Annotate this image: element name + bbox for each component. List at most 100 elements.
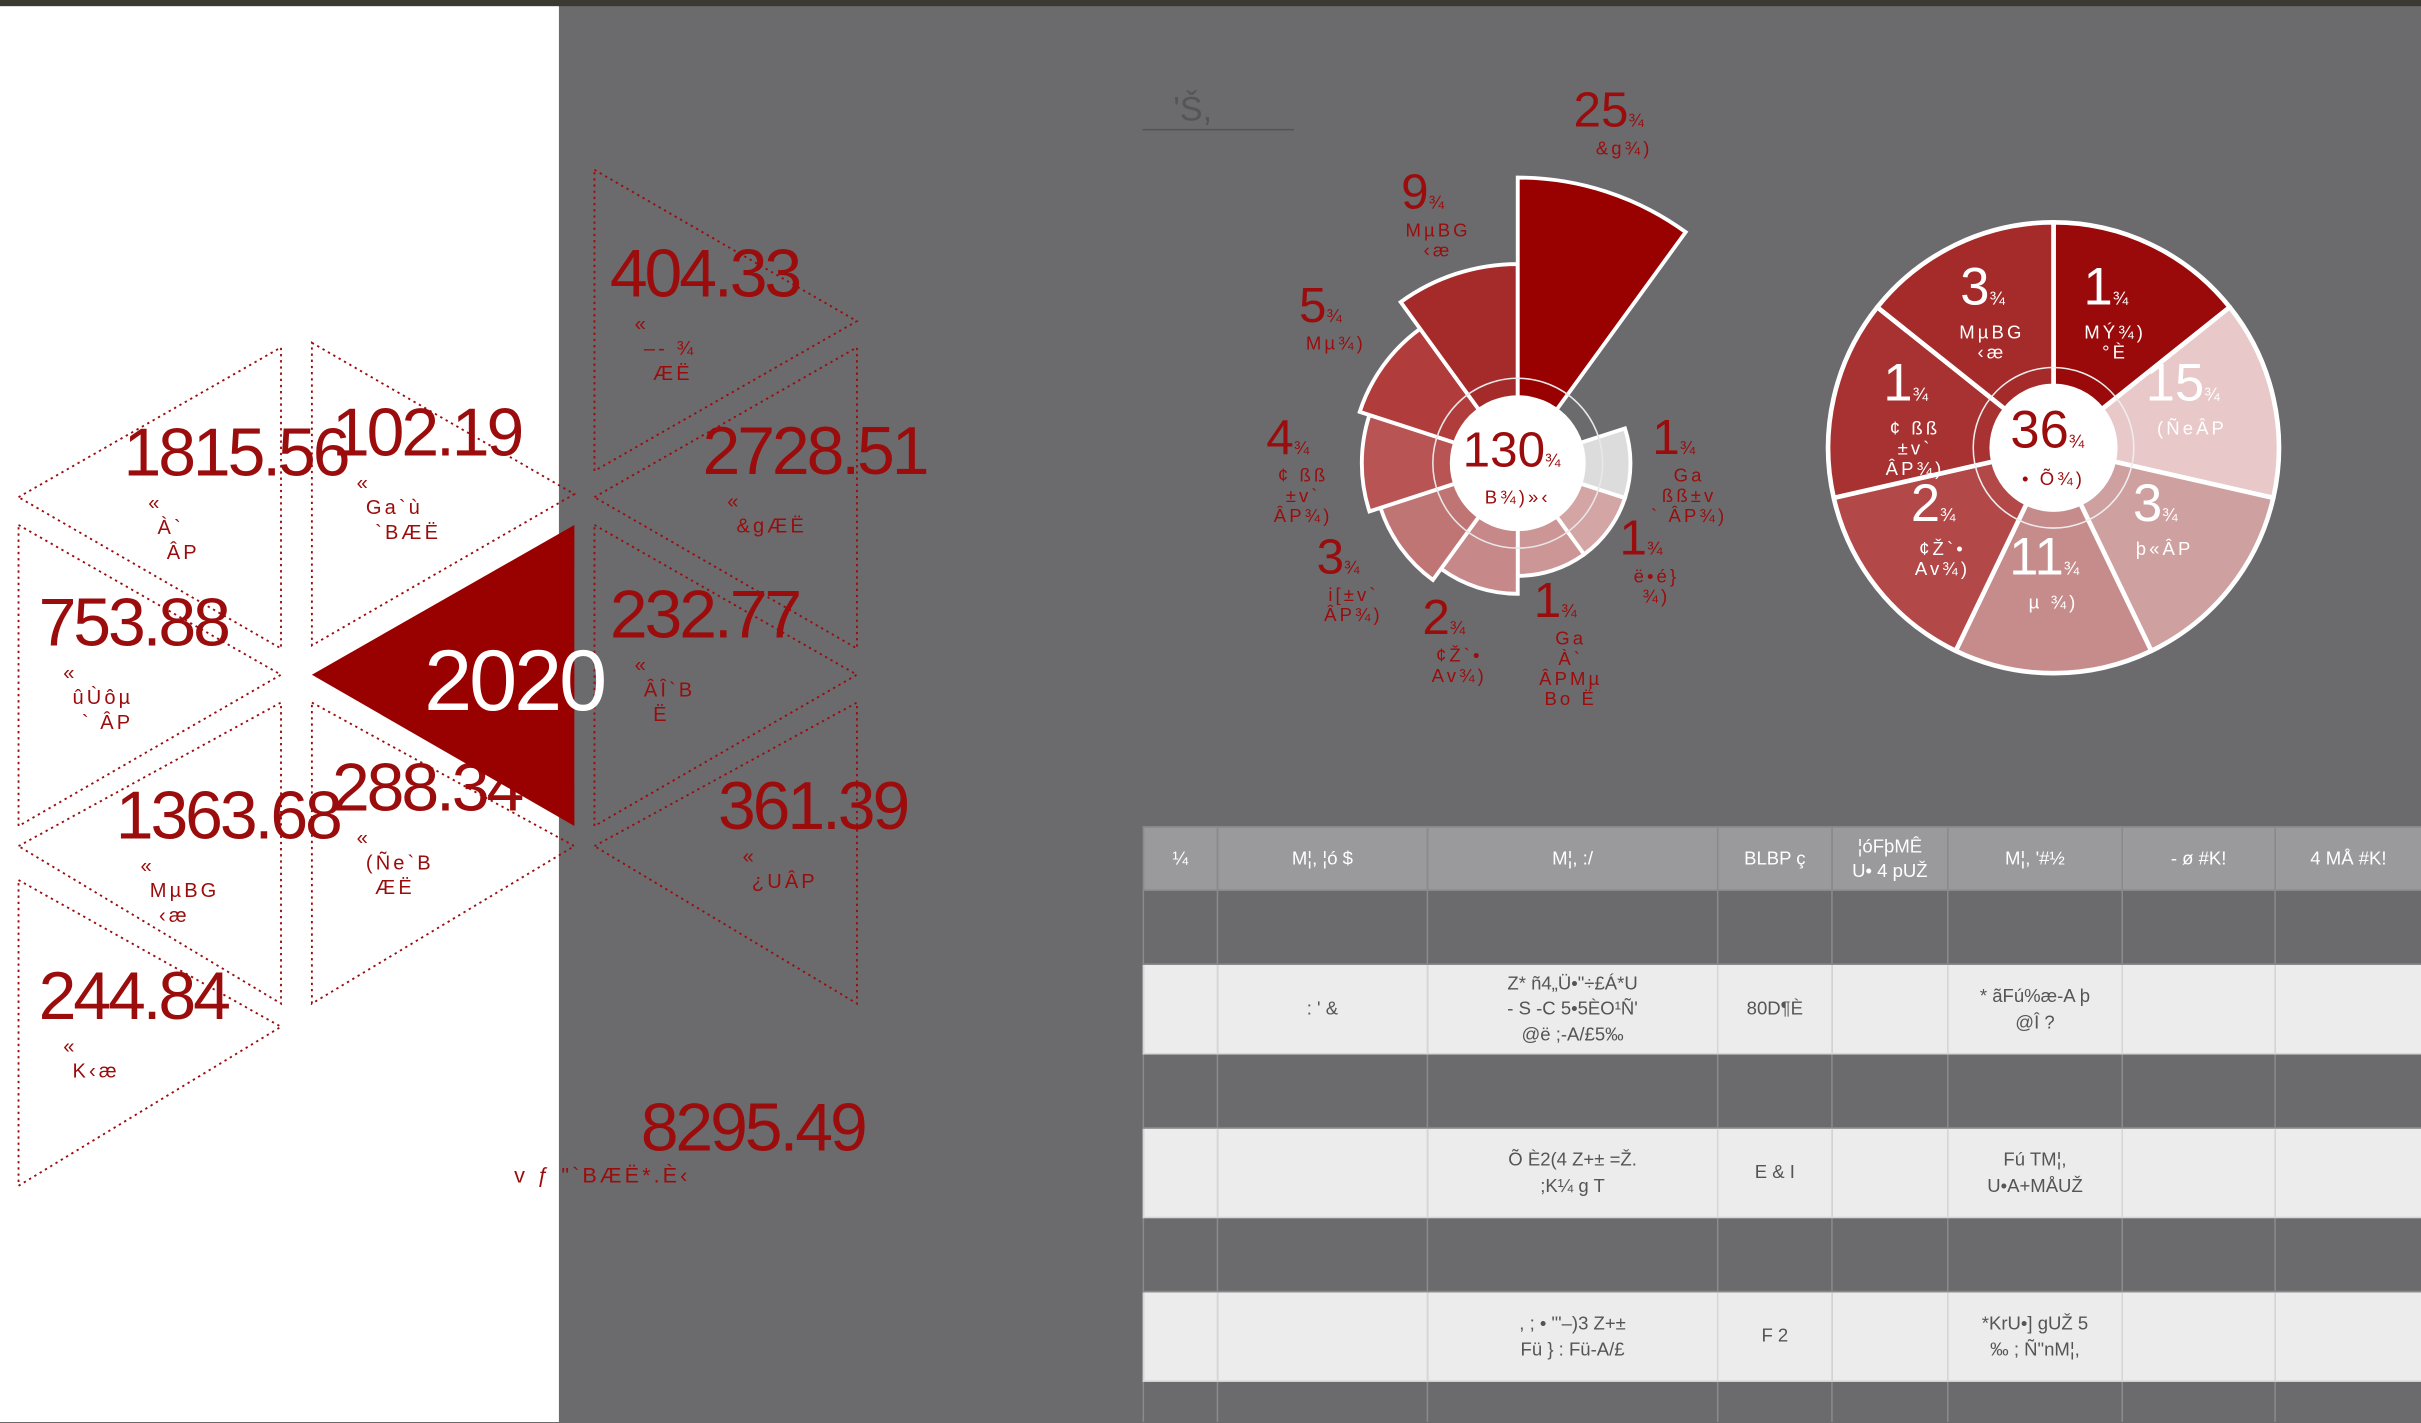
segment-unit: ¾	[1429, 192, 1445, 213]
rose-label: Mµ¾)	[1306, 333, 1366, 354]
cell	[2275, 1381, 2421, 1422]
cell	[1832, 1381, 1948, 1422]
cell: *KrU•] gUŽ 5 ‰ ; Ñ"nM¦,	[1948, 1292, 2122, 1382]
cell	[1143, 890, 1217, 964]
total-value: 8295.49	[641, 1090, 865, 1165]
segment-number: 1	[2084, 257, 2113, 316]
triangle-label: &gÆË	[736, 516, 806, 538]
triangle-label: «	[63, 1036, 77, 1058]
cell	[2122, 1217, 2275, 1291]
segment-number: 25	[1574, 82, 1629, 137]
rose-label: MµBG	[1405, 220, 1470, 241]
cell	[1217, 1128, 1427, 1218]
triangle-label: «	[63, 662, 77, 684]
triangle-value: 1363.68	[116, 778, 340, 853]
pie-label: þ«ÂP	[2136, 538, 2194, 559]
cell	[2275, 1217, 2421, 1291]
segment-number: 1	[1883, 354, 1912, 413]
dashboard: 'Š, 404.33«–- ¾ÆË1815.56«À`ÂP102.19«Ga`ù…	[0, 0, 2421, 1422]
rose-label: ` ÂP¾)	[1651, 505, 1727, 526]
segment-unit: ¾	[2069, 431, 2085, 452]
empty-row	[1143, 1054, 2421, 1128]
cell	[1832, 1054, 1948, 1128]
triangle-value: 102.19	[332, 395, 522, 470]
rose-center-label: B¾)»‹	[1485, 486, 1551, 507]
rose-label: ±v`	[1286, 485, 1321, 506]
triangle-label: «	[635, 655, 649, 677]
cell	[1217, 1381, 1427, 1422]
header-cell: 4 MÅ #K!	[2275, 827, 2421, 890]
rose-label: ÂP¾)	[1274, 505, 1333, 526]
segment-unit: ¾	[1647, 538, 1663, 559]
header-cell: - ø #K!	[2122, 827, 2275, 890]
triangle-label: Ga`ù	[366, 497, 423, 519]
rose-label: ÂPMµ	[1539, 668, 1602, 689]
cell	[1427, 890, 1717, 964]
segment-unit: ¾	[1989, 287, 2005, 308]
header-cell: BLBP ç	[1718, 827, 1832, 890]
segment-number: 11	[2009, 527, 2063, 586]
rose-label: ë•é}	[1634, 565, 1680, 586]
cell	[1832, 964, 1948, 1054]
segment-value: 5¾	[1299, 278, 1342, 333]
header-cell: ¼	[1143, 827, 1217, 890]
segment-value: 9¾	[1401, 165, 1444, 220]
cell	[1832, 1217, 1948, 1291]
cell	[1832, 1128, 1948, 1218]
segment-unit: ¾	[1450, 617, 1466, 638]
triangle-label: ÆË	[375, 877, 415, 899]
cell	[1948, 1054, 2122, 1128]
cell	[1217, 1054, 1427, 1128]
cell	[1217, 890, 1427, 964]
pie-label: ‹æ	[1977, 341, 2006, 362]
cell	[1718, 1381, 1832, 1422]
triangle-value: 232.77	[610, 578, 800, 653]
triangle-label: «	[141, 855, 155, 877]
pie-label: ¢Ž`•	[1919, 538, 1966, 559]
cell	[2122, 964, 2275, 1054]
cell: F 2	[1718, 1292, 1832, 1382]
cell	[1143, 964, 1217, 1054]
segment-unit: ¾	[1294, 437, 1310, 458]
triangle-label: ÆË	[653, 363, 693, 385]
rose-label: ¢Ž`•	[1436, 645, 1483, 666]
cell	[2275, 1292, 2421, 1382]
pie-label: MµBG	[1959, 321, 2024, 342]
segment-value: 1¾	[1534, 573, 1577, 628]
triangle-label: «	[357, 472, 371, 494]
cell	[1948, 1217, 2122, 1291]
triangle-label: ‹æ	[159, 905, 190, 927]
triangle-value: 361.39	[718, 769, 908, 844]
pie-center-label: • Õ¾)	[2022, 468, 2085, 489]
segment-unit: ¾	[2162, 504, 2178, 525]
segment-unit: ¾	[2204, 384, 2220, 405]
cell	[1217, 1217, 1427, 1291]
cell	[1718, 1217, 1832, 1291]
cell	[1948, 890, 2122, 964]
rose-label: i[±v`	[1328, 584, 1378, 605]
segment-value: 1¾	[1652, 410, 1695, 465]
cell	[2275, 890, 2421, 964]
triangle-label: «	[148, 493, 162, 515]
pie-label: °È	[2102, 341, 2128, 362]
table-row: , ; • "'–)3 Z+± Fü } : Fü-A/£F 2*KrU•] g…	[1143, 1292, 2421, 1382]
triangle-value: 404.33	[610, 236, 800, 311]
triangle-value: 1815.56	[124, 416, 348, 491]
triangle-label: `BÆË	[375, 522, 441, 544]
cell	[2122, 890, 2275, 964]
pie-label: ÂP¾)	[1886, 458, 1945, 479]
cell: * ãFú%æ-A þ @Î ?	[1948, 964, 2122, 1054]
segment-number: 3	[1317, 529, 1344, 584]
triangle-label: –- ¾	[644, 338, 697, 360]
cell: Fú TM¦, U•A+MÅUŽ	[1948, 1128, 2122, 1218]
cell	[2122, 1381, 2275, 1422]
pie-label: MÝ¾)	[2084, 321, 2146, 342]
cell: 80D¶È	[1718, 964, 1832, 1054]
rose-label: ßß±v	[1662, 485, 1716, 506]
cell	[1143, 1292, 1217, 1382]
segment-unit: ¾	[1344, 556, 1360, 577]
segment-number: 2	[1911, 474, 1940, 533]
rose-label: Av¾)	[1432, 665, 1487, 686]
header-cell: M¦, ¦ó $	[1217, 827, 1427, 890]
